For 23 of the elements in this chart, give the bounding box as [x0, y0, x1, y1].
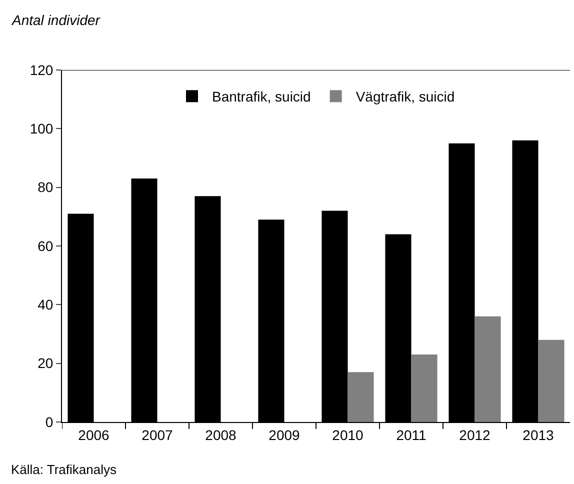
- legend-label: Bantrafik, suicid: [212, 88, 311, 105]
- bar: [411, 354, 438, 422]
- x-tick-label: 2007: [142, 426, 174, 443]
- x-tick-label: 2008: [205, 426, 237, 443]
- x-tick-label: 2010: [332, 426, 364, 443]
- y-tick-label: 0: [45, 414, 54, 430]
- x-tick-label: 2013: [522, 426, 554, 443]
- y-tick-label: 20: [38, 355, 54, 372]
- y-tick-label: 40: [38, 296, 54, 313]
- x-tick-label: 2009: [268, 426, 300, 443]
- legend-label: Vägtrafik, suicid: [356, 88, 455, 105]
- x-tick-label: 2012: [459, 426, 491, 443]
- y-tick-label: 80: [38, 179, 54, 196]
- x-tick-label: 2011: [396, 426, 427, 443]
- text: Källa: Trafikanalys: [11, 462, 117, 477]
- y-axis-title: Antal individer: [11, 12, 102, 28]
- bar: [348, 372, 374, 422]
- y-tick-label: 120: [30, 62, 54, 78]
- bar: [474, 316, 501, 422]
- bar: [538, 340, 564, 422]
- y-tick-label: 60: [38, 238, 54, 254]
- y-tick-label: 100: [30, 120, 54, 137]
- x-tick-label: 2006: [78, 426, 110, 443]
